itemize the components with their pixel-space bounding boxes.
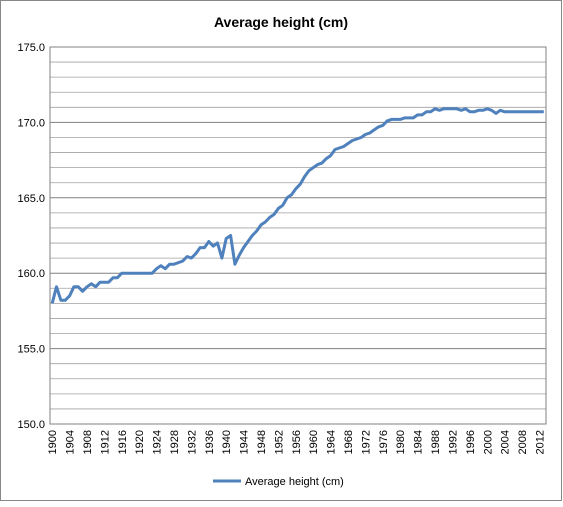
x-tick-label: 1988	[430, 430, 442, 454]
x-tick-label: 1928	[169, 430, 181, 454]
x-tick-label: 1940	[221, 430, 233, 454]
x-tick-label: 1924	[152, 430, 164, 454]
plot-area	[49, 46, 547, 425]
x-tick-label: 1916	[117, 430, 129, 454]
x-tick-label: 1976	[378, 430, 390, 454]
y-tick-label: 175.0	[17, 42, 45, 54]
line-series	[50, 107, 544, 304]
x-tick-label: 1968	[343, 430, 355, 454]
x-tick-label: 1984	[413, 430, 425, 454]
x-tick-label: 1944	[239, 430, 251, 454]
x-tick-label: 1996	[465, 430, 477, 454]
x-tick-label: 1900	[47, 430, 59, 454]
x-tick-label: 1956	[291, 430, 303, 454]
y-tick-label: 155.0	[17, 344, 45, 356]
y-tick-label: 170.0	[17, 117, 45, 129]
chart-title: Average height (cm)	[214, 14, 348, 30]
legend-label: Average height (cm)	[245, 476, 344, 488]
x-tick-label: 1908	[82, 430, 94, 454]
y-tick-label: 160.0	[17, 268, 45, 280]
x-tick-label: 1952	[273, 430, 285, 454]
x-tick-label: 1932	[186, 430, 198, 454]
x-tick-label: 1980	[395, 430, 407, 454]
x-tick-label: 1964	[326, 430, 338, 454]
x-tick-label: 2004	[500, 430, 512, 454]
x-tick-label: 2012	[534, 430, 546, 454]
x-tick-label: 1936	[204, 430, 216, 454]
x-tick-label: 1920	[134, 430, 146, 454]
x-tick-label: 1948	[256, 430, 268, 454]
x-tick-label: 1992	[447, 430, 459, 454]
x-tick-label: 2000	[482, 430, 494, 454]
y-tick-label: 150.0	[17, 419, 45, 431]
x-tick-label: 1972	[360, 430, 372, 454]
y-tick-label: 165.0	[17, 193, 45, 205]
x-tick-label: 1904	[65, 430, 77, 454]
x-tick-label: 2008	[517, 430, 529, 454]
x-tick-label: 1960	[308, 430, 320, 454]
x-tick-label: 1912	[99, 430, 111, 454]
